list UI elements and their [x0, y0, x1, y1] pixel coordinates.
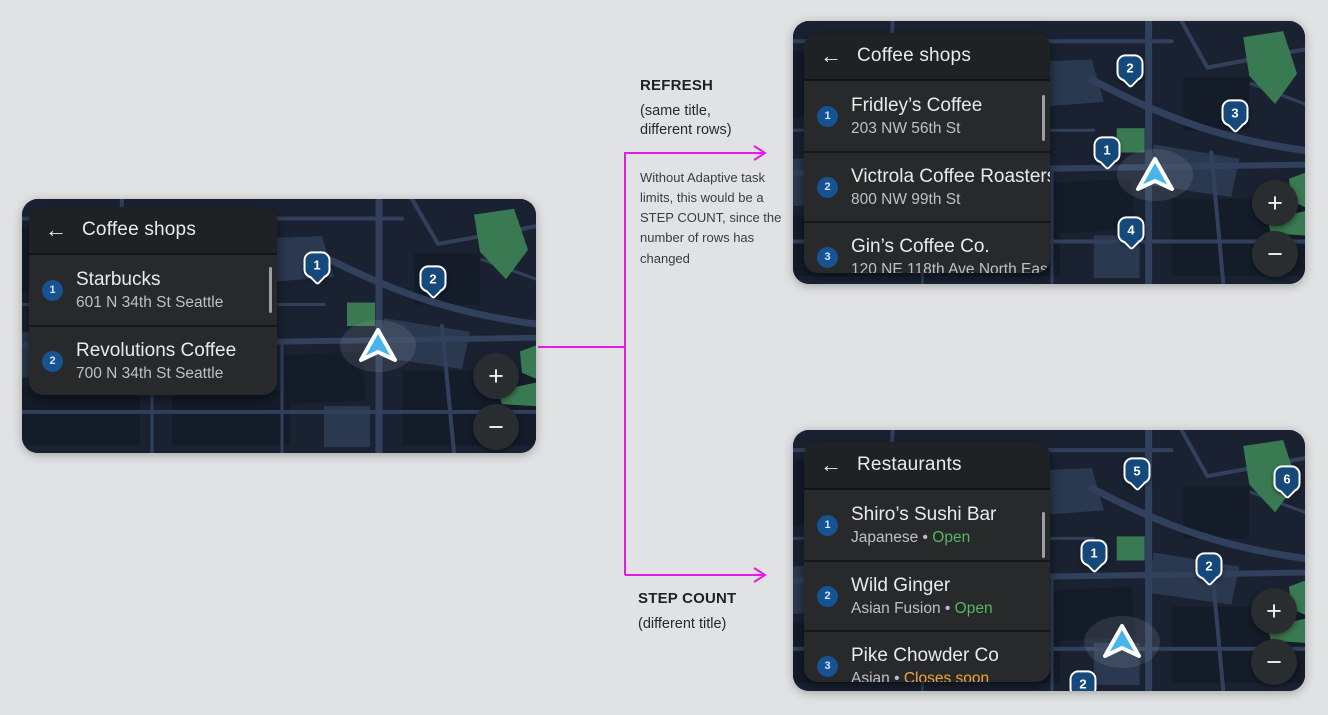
poi-subtitle: 800 NW 99th St	[851, 191, 961, 209]
row-text: Victrola Coffee Roasters 800 NW 99th St	[851, 165, 1050, 210]
step-count-label: STEP COUNT	[638, 590, 737, 607]
row-number-badge: 3	[817, 246, 838, 268]
row-number-badge: 2	[817, 176, 838, 198]
open-status-badge: Closes soon	[903, 670, 990, 682]
row-text: Starbucks 601 N 34th St Seattle	[76, 268, 223, 313]
row-text: Revolutions Coffee 700 N 34th St Seattle	[76, 339, 236, 384]
place-list-panel: ← Coffee shops 1 Fridley’s Coffee 203 NW 5…	[804, 33, 1050, 273]
row-text: Gin’s Coffee Co. 120 NE 118th Ave North E…	[851, 235, 1050, 273]
list-item[interactable]: 1 Starbucks 601 N 34th St Seattle	[29, 255, 277, 325]
place-list-panel: ← Restaurants 1 Shiro’s Sushi Bar Japanese…	[804, 442, 1050, 682]
row-number-badge: 2	[42, 350, 63, 372]
row-number-badge: 2	[817, 585, 838, 607]
list-item[interactable]: 1 Shiro’s Sushi Bar Japanese • Open	[804, 490, 1050, 560]
zoom-out-button[interactable]: −	[1252, 231, 1298, 277]
row-text: Wild Ginger Asian Fusion • Open	[851, 574, 993, 619]
list-item[interactable]: 3 Gin’s Coffee Co. 120 NE 118th Ave North …	[804, 221, 1050, 273]
map-pin-2[interactable]: 2	[1195, 552, 1223, 580]
poi-title: Starbucks	[76, 268, 161, 290]
zoom-out-button[interactable]: −	[1251, 639, 1297, 685]
map-pin-2[interactable]: 2	[1069, 670, 1097, 691]
poi-subtitle: 120 NE 118th Ave North East	[851, 261, 1050, 273]
poi-title: Pike Chowder Co	[851, 644, 999, 666]
row-text: Pike Chowder Co Asian • Closes soon	[851, 644, 999, 682]
back-button[interactable]: ←	[804, 454, 842, 476]
vehicle-location-icon	[1084, 616, 1160, 668]
map-pin-2[interactable]: 2	[1116, 54, 1144, 82]
map-pin-6[interactable]: 6	[1273, 465, 1301, 493]
row-number-badge: 1	[817, 105, 838, 127]
list-item[interactable]: 3 Pike Chowder Co Asian • Closes soon	[804, 630, 1050, 682]
back-button[interactable]: ←	[29, 219, 67, 241]
poi-title: Wild Ginger	[851, 574, 951, 596]
refresh-sublabel: (same title, different rows)	[640, 103, 732, 138]
list-item[interactable]: 2 Revolutions Coffee 700 N 34th St Seattle	[29, 325, 277, 395]
map-pin-3[interactable]: 3	[1221, 99, 1249, 127]
list-header: ← Coffee shops	[29, 207, 277, 255]
open-status-badge: Open	[954, 600, 993, 618]
map-pin-1[interactable]: 1	[1080, 539, 1108, 567]
poi-list: 1 Shiro’s Sushi Bar Japanese • Open 2 Wild G…	[804, 490, 1050, 682]
list-header: ← Coffee shops	[804, 33, 1050, 81]
poi-title: Fridley’s Coffee	[851, 94, 983, 116]
step-count-sublabel: (different title)	[638, 616, 727, 632]
list-item[interactable]: 2 Wild Ginger Asian Fusion • Open	[804, 560, 1050, 630]
map-pin-5[interactable]: 5	[1123, 457, 1151, 485]
list-title: Coffee shops	[857, 45, 972, 66]
poi-title: Gin’s Coffee Co.	[851, 235, 990, 257]
map-pin-1[interactable]: 1	[1093, 136, 1121, 164]
list-title: Coffee shops	[82, 219, 197, 240]
map-card-refresh: + − ← Coffee shops 1 Fridley’s Coffee 203 …	[793, 21, 1305, 284]
poi-title: Shiro’s Sushi Bar	[851, 503, 997, 525]
map-card-original: + − ← Coffee shops 1 Starbucks 601 N 34th …	[22, 199, 536, 453]
row-text: Shiro’s Sushi Bar Japanese • Open	[851, 503, 996, 548]
poi-list: 1 Starbucks 601 N 34th St Seattle 2 Revoluti…	[29, 255, 277, 395]
poi-subtitle: Asian Fusion • Open	[851, 600, 993, 618]
list-scrollbar[interactable]	[1042, 95, 1045, 141]
open-status-badge: Open	[932, 529, 971, 547]
map-card-step-count: + − ← Restaurants 1 Shiro’s Sushi Bar Japa…	[793, 430, 1305, 691]
list-item[interactable]: 1 Fridley’s Coffee 203 NW 56th St	[804, 81, 1050, 151]
back-arrow-icon: ←	[45, 217, 67, 242]
step-count-annotation: STEP COUNT (different title)	[638, 590, 798, 634]
vehicle-location-icon	[1117, 149, 1193, 201]
map-pin-4[interactable]: 4	[1117, 216, 1145, 244]
map-pin-2[interactable]: 2	[419, 265, 447, 293]
list-scrollbar[interactable]	[1042, 512, 1045, 558]
row-text: Fridley’s Coffee 203 NW 56th St	[851, 94, 982, 139]
row-number-badge: 1	[42, 279, 63, 301]
poi-subtitle: Japanese • Open	[851, 529, 971, 547]
back-button[interactable]: ←	[804, 45, 842, 67]
row-number-badge: 1	[817, 514, 838, 536]
poi-subtitle: 700 N 34th St Seattle	[76, 365, 224, 383]
zoom-in-button[interactable]: +	[473, 353, 519, 399]
row-number-badge: 3	[817, 655, 838, 677]
vehicle-location-icon	[340, 320, 416, 372]
list-header: ← Restaurants	[804, 442, 1050, 490]
place-list-panel: ← Coffee shops 1 Starbucks 601 N 34th St S…	[29, 207, 277, 395]
zoom-in-button[interactable]: +	[1251, 588, 1297, 634]
poi-title: Victrola Coffee Roasters	[851, 165, 1050, 187]
refresh-label: REFRESH	[640, 77, 714, 94]
list-item[interactable]: 2 Victrola Coffee Roasters 800 NW 99th St	[804, 151, 1050, 221]
list-title: Restaurants	[857, 454, 962, 475]
back-arrow-icon: ←	[820, 452, 842, 477]
poi-subtitle: 203 NW 56th St	[851, 120, 961, 138]
zoom-out-button[interactable]: −	[473, 404, 519, 450]
poi-title: Revolutions Coffee	[76, 339, 237, 361]
refresh-annotation: REFRESH (same title, different rows)	[640, 77, 790, 140]
list-scrollbar[interactable]	[269, 267, 272, 313]
poi-subtitle: 601 N 34th St Seattle	[76, 294, 224, 312]
zoom-in-button[interactable]: +	[1252, 180, 1298, 226]
poi-subtitle: Asian • Closes soon	[851, 670, 999, 682]
back-arrow-icon: ←	[820, 43, 842, 68]
adaptive-task-note: Without Adaptive task limits, this would…	[640, 170, 782, 266]
poi-list: 1 Fridley’s Coffee 203 NW 56th St 2 Victrola…	[804, 81, 1050, 273]
map-pin-1[interactable]: 1	[303, 251, 331, 279]
